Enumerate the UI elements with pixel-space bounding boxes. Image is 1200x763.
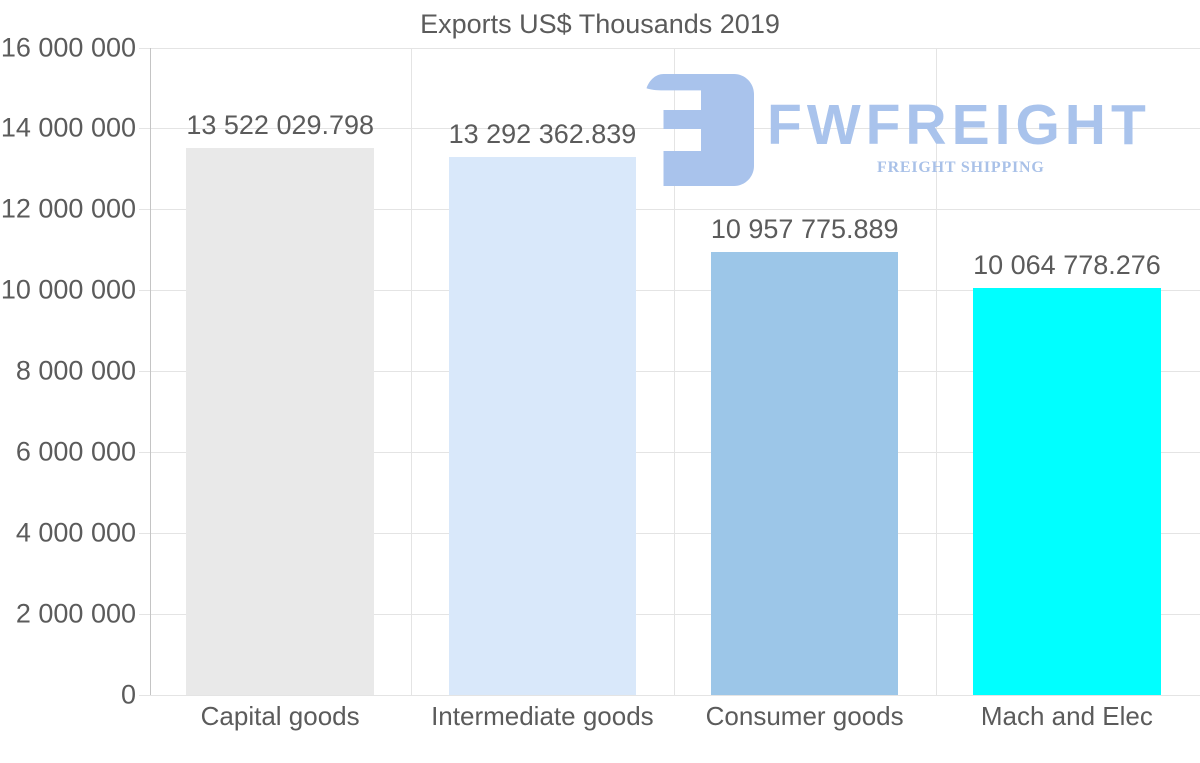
svg-text:FWFREIGHT: FWFREIGHT — [767, 93, 1151, 157]
